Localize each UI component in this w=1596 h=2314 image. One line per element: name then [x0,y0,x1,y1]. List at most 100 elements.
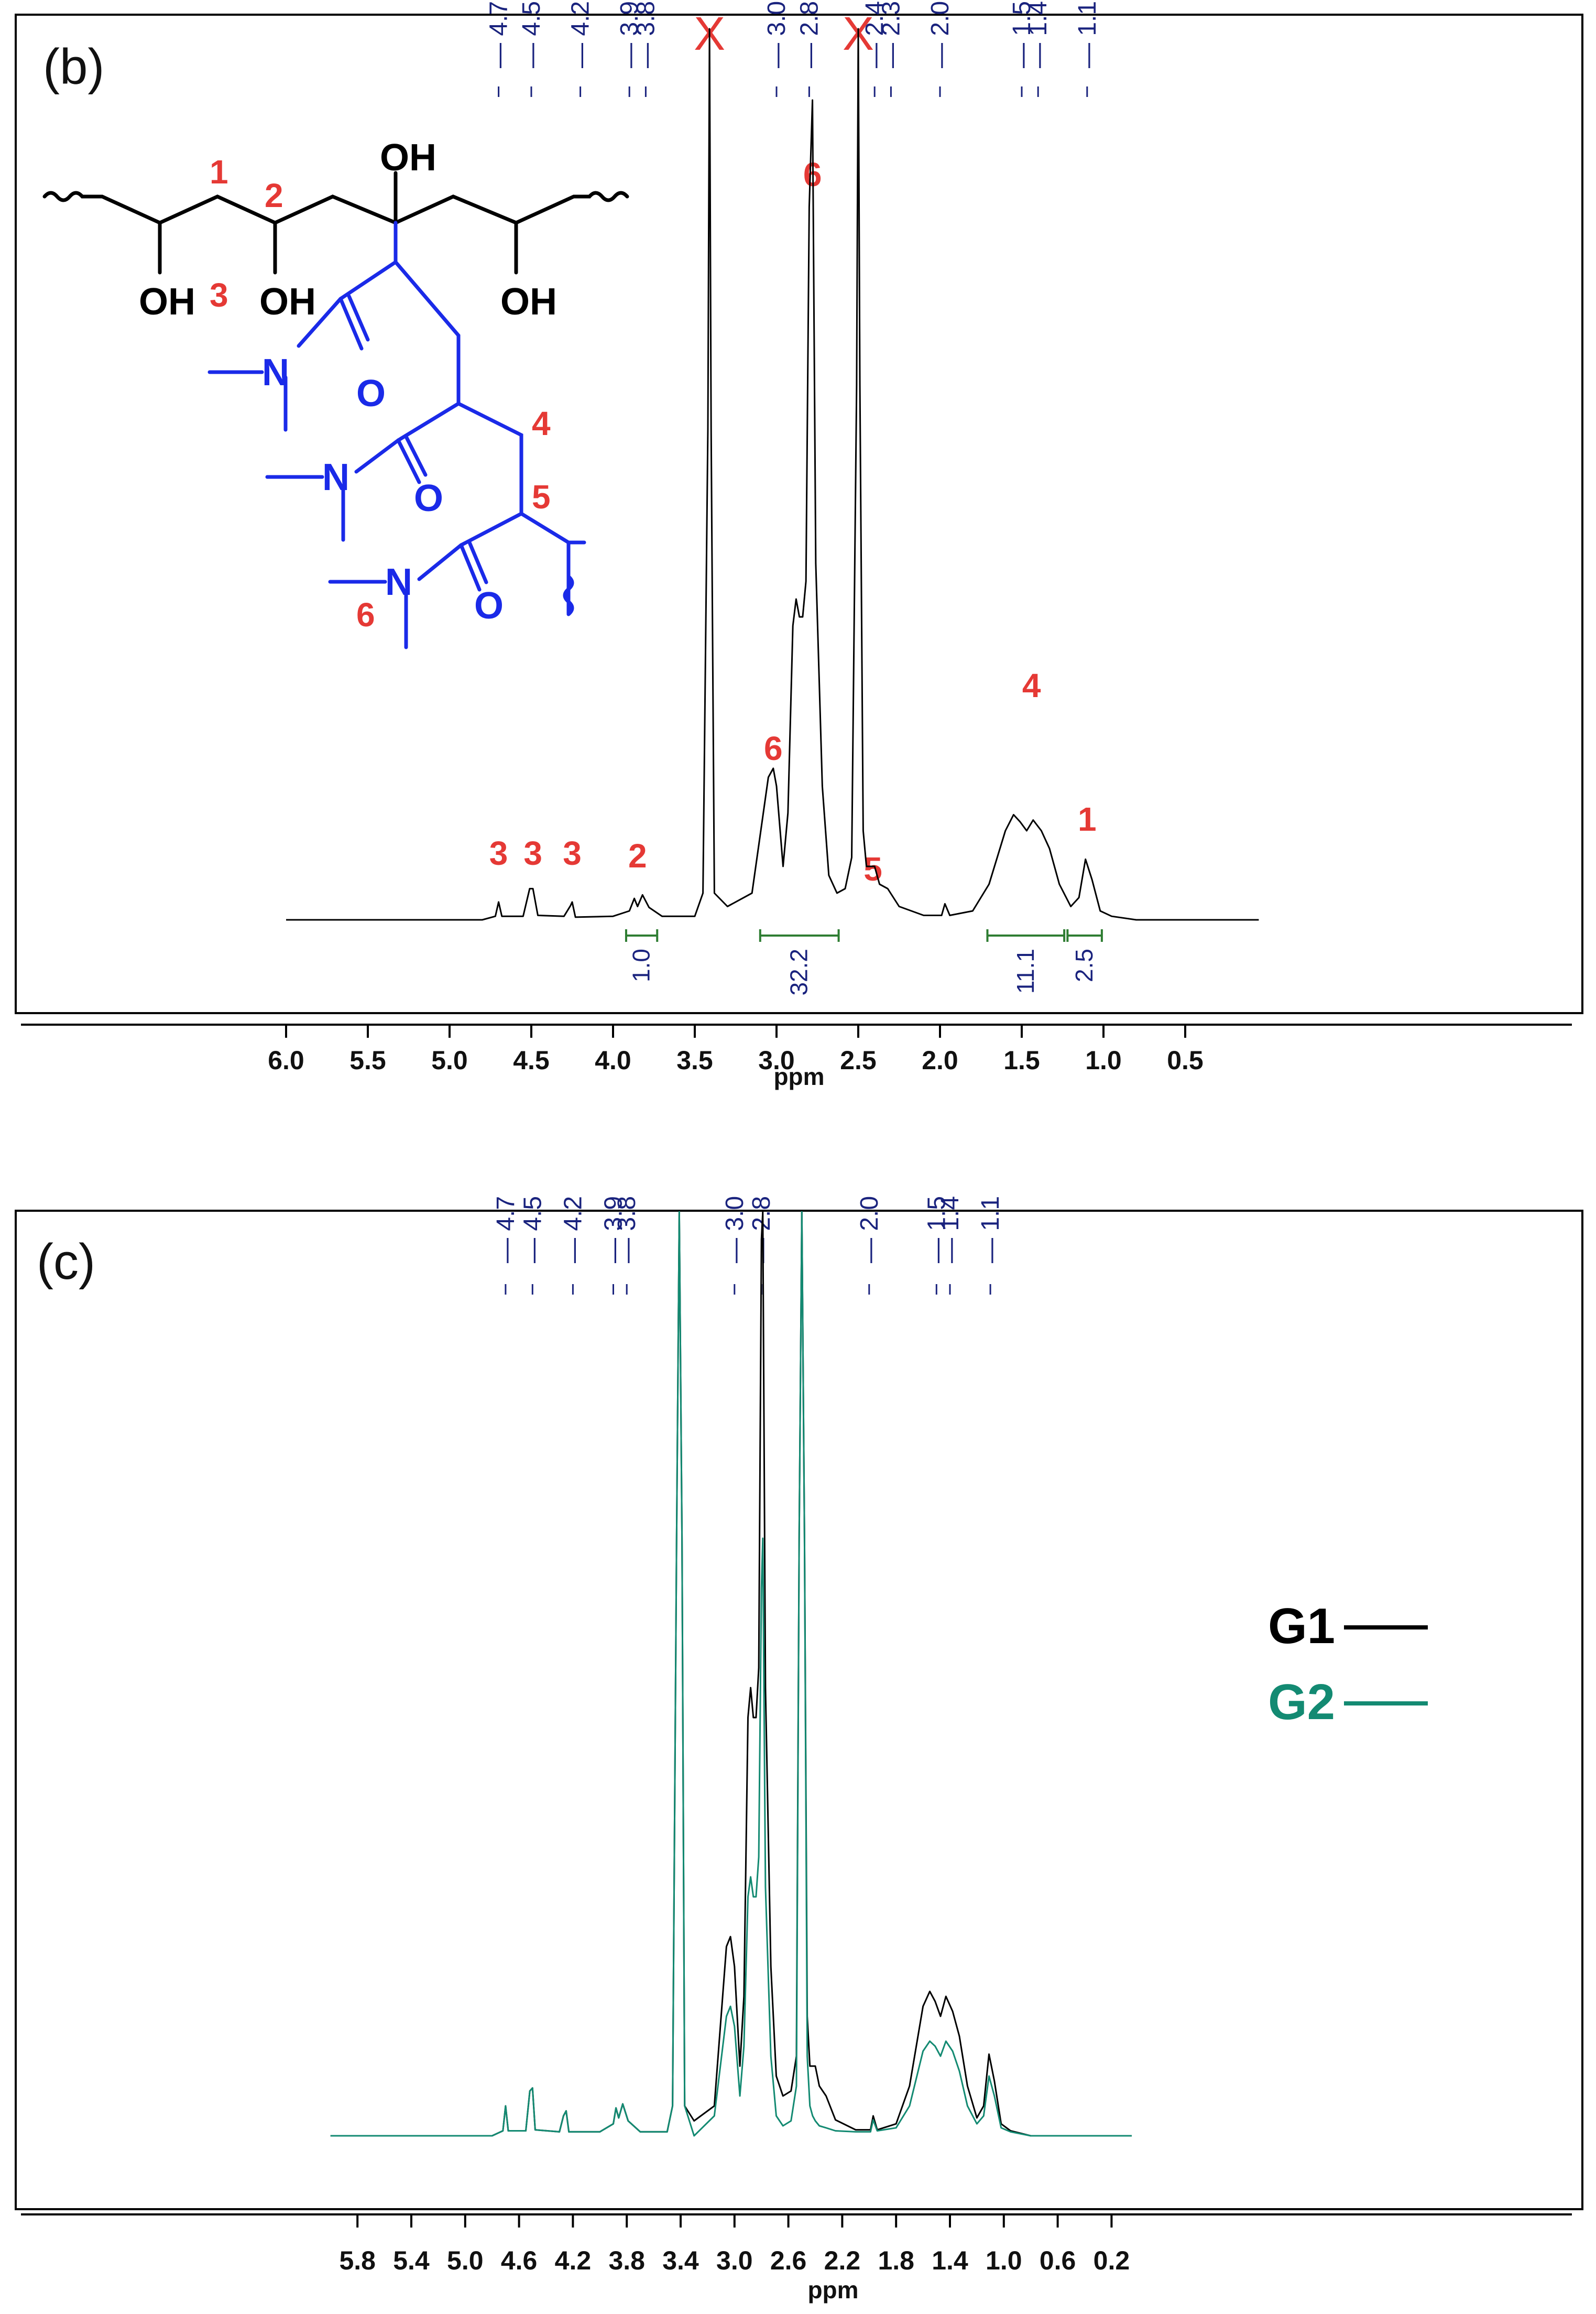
panel-b-integrals: 1.0 32.2 11.1 2.5 [625,929,1103,996]
n-label-3: N [385,561,412,603]
x-tick-label: 3.4 [662,2246,699,2275]
n-label-1: N [262,352,289,394]
peak-label: — 1.5 [923,1196,950,1263]
position-label-1: 1 [210,153,228,191]
panel-c-x-ticks: 5.8 5.4 5.0 4.6 4.2 3.8 3.4 3.0 2.6 2.2 1.8 1.4 1.0 0… [339,2214,1130,2275]
spectrum-line [286,28,1259,921]
peak-label: — 1.1 [977,1196,1004,1263]
x-tick-label: 3.0 [758,1046,795,1075]
peak-label: — 4.2 [567,1,595,68]
peak-label: — 2.4 [861,1,889,68]
peak-label: — 1.4 [936,1196,964,1263]
peak-label: — 4.7 [485,1,513,68]
peak-label: — 3.8 [632,1,660,68]
position-label-2: 2 [265,177,283,214]
peak-label: — 2.3 [877,1,905,68]
oh-label-4: OH [500,281,557,323]
o-label-1: O [356,373,386,415]
peak-label: — 3.0 [763,1,791,68]
x-tick-label: 3.8 [608,2246,645,2275]
peak-label: — 1.5 [1008,1,1036,68]
position-label-4: 4 [532,405,551,442]
peak-label: — 3.8 [613,1196,641,1263]
x-tick-label: 5.0 [431,1046,468,1075]
integral-value: 2.5 [1070,949,1098,982]
peak-label: — 2.0 [856,1196,883,1263]
panel-c-frame [15,1210,1583,2210]
peak-label: — 3.9 [616,1,643,68]
position-label-3: 3 [210,276,228,314]
integral-value: 32.2 [785,949,813,996]
position-label-5: 5 [532,478,551,516]
x-tick-label: 1.0 [1085,1046,1122,1075]
peak-label: — 2.0 [926,1,954,68]
panel-c-peak-labels: — 4.7— 4.5— 4.2— 3.9— 3.8— 3.0— 2.8— 2.0… [492,1196,1004,1295]
peak-label: — 4.7 [492,1196,520,1263]
peak-assignment: 3 [563,834,582,872]
o-label-2: O [414,477,443,519]
position-label-6: 6 [356,596,375,634]
x-tick-label: 1.8 [878,2246,914,2275]
amide-group-3 [328,540,488,649]
x-tick-label: 4.2 [555,2246,592,2275]
x-tick-label: 3.5 [676,1046,713,1075]
peak-label: — 3.9 [600,1196,628,1263]
amide-group-2 [265,436,428,542]
x-tick-label: 5.8 [339,2246,376,2275]
panel-c-legend: G1 G2 [1268,1598,1428,1730]
chemical-structure: OH OH OH OH N O N O N O 1 2 3 4 5 [42,137,629,649]
x-tick-label: 0.6 [1040,2246,1076,2275]
amide-group-1 [207,294,370,432]
chain-continuation [563,574,574,616]
x-tick-label: 1.0 [986,2246,1022,2275]
peak-assignment: 6 [764,730,783,767]
peak-label: — 1.4 [1024,1,1052,68]
peak-label: — 3.0 [721,1196,749,1263]
integral-value: 1.0 [628,949,655,982]
x-tick-label: 5.5 [349,1046,386,1075]
panel-c-x-axis-label: ppm [807,2276,858,2304]
x-tick-label: 4.5 [513,1046,550,1075]
legend-label-g2: G2 [1268,1674,1335,1730]
x-tick-label: 2.6 [770,2246,807,2275]
legend-label-g1: G1 [1268,1598,1335,1654]
panel-c: (c) — 4.7— 4.5— 4.2— 3.9— 3.8— 3.0— 2.8—… [15,1196,1583,2304]
peak-label: — 4.2 [559,1196,587,1263]
polymer-backbone [42,191,629,225]
peak-assignment: 1 [1078,800,1097,838]
x-tick-label: 5.0 [447,2246,484,2275]
x-tick-label: 4.6 [501,2246,538,2275]
peak-label: — 4.5 [518,1,545,68]
panel-c-spectra [330,1211,1132,2137]
peak-label: — 4.5 [519,1196,546,1263]
panel-b: (b) — 4.7— 4.5— 4.2— 3.9— 3.8— 3.0— 2.8—… [15,1,1583,1090]
peak-label: — 1.1 [1074,1,1101,68]
peak-label: — 2.8 [795,1,823,68]
x-tick-label: 4.0 [595,1046,631,1075]
x-tick-label: 1.5 [1003,1046,1040,1075]
x-tick-label: 2.2 [824,2246,861,2275]
panel-b-spectrum [286,28,1259,921]
panel-b-x-axis-label: ppm [773,1063,824,1090]
x-tick-label: 5.4 [393,2246,430,2275]
panel-c-letter: (c) [37,1234,95,1290]
x-tick-label: 2.0 [922,1046,958,1075]
panel-b-x-ticks: 6.0 5.5 5.0 4.5 4.0 3.5 3.0 2.5 2.0 1.5 1.0 0.5 [268,1025,1204,1075]
oh-label-2: OH [259,281,316,323]
peak-assignment: 4 [1022,667,1041,704]
spectrum-line-g2 [330,1211,1132,2137]
spectrum-line-g1 [330,1211,1132,2137]
peak-assignment: 3 [489,834,508,872]
o-label-3: O [474,585,504,627]
panel-b-peak-labels: — 4.7— 4.5 — 4.2 — 3.9— 3.8 — 3.0— 2.8 — 2.4… [485,1,1101,97]
panel-b-letter: (b) [43,39,104,95]
integral-value: 11.1 [1012,949,1039,994]
n-label-2: N [322,457,349,498]
polyacrylamide-chain [338,221,571,615]
x-tick-label: 0.2 [1094,2246,1130,2275]
oh-label-3: OH [380,137,436,179]
panel-b-frame [15,14,1583,1014]
x-tick-label: 6.0 [268,1046,304,1075]
x-tick-label: 2.5 [840,1046,877,1075]
